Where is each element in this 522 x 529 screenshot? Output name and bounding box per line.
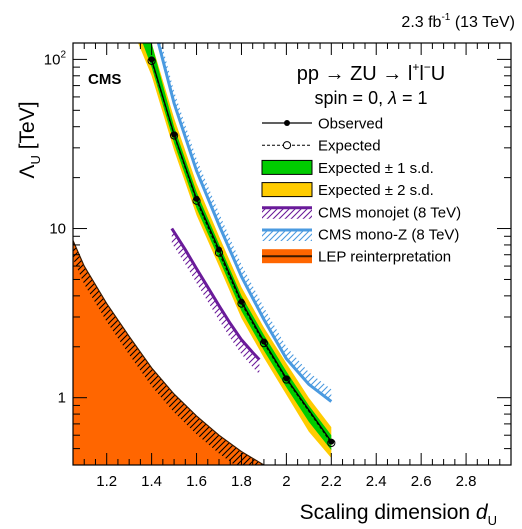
axes-layer: 1.2 1.4 1.6 1.8 2 2.2 2.4 2.6 2.8 1 10 102 [44,42,512,490]
observed-point [238,298,245,305]
legend-label: Expected ± 2 s.d. [318,182,434,199]
lep-excluded-region [73,240,264,465]
legend-label: Observed [318,116,383,133]
model-params-label: spin = 0, λ = 1 [315,88,428,108]
expected-1sd-band [142,43,332,451]
monoz-line [156,43,333,403]
legend-label: CMS mono-Z (8 TeV) [318,227,459,244]
y-tick-label: 1 [58,390,66,407]
x-tick-label: 1.8 [231,473,252,490]
experiment-label: CMS [88,71,121,88]
y-tick-label: 10 [49,221,66,238]
legend: Observed Expected Expected ± 1 s.d. Expecte… [261,116,461,266]
expected-line [151,60,332,444]
observed-point [193,195,200,202]
x-tick-label: 1.2 [96,473,117,490]
x-tick-label: 2.2 [321,473,342,490]
observed-point [328,438,335,445]
observed-point [283,375,290,382]
line-layer [73,43,336,465]
observed-point [171,131,178,138]
legend-entry-observed: Observed [262,116,383,133]
x-tick-label: 1.6 [186,473,207,490]
x-axis-label: Scaling dimension dU [300,501,497,528]
legend-label: LEP reinterpretation [318,249,451,266]
observed-point [148,56,155,63]
x-tick-label: 2.8 [456,473,477,490]
legend-label: Expected [318,138,381,155]
x-tick-label: 1.4 [141,473,162,490]
legend-entry-lep: LEP reinterpretation [262,249,451,266]
process-label: pp → ZU → l+l−U [297,60,446,85]
observed-line [150,59,332,442]
luminosity-label: 2.3 fb-1 (13 TeV) [401,12,515,31]
plot-frame [72,42,512,466]
x-tick-label: 2 [282,473,290,490]
y-tick-label: 102 [44,49,67,68]
legend-entry-monojet: CMS monojet (8 TeV) [262,204,461,221]
legend-label: CMS monojet (8 TeV) [318,204,461,221]
monojet-line [170,227,261,361]
legend-entry-monoz: CMS mono-Z (8 TeV) [262,227,459,244]
legend-label: Expected ± 1 s.d. [318,160,434,177]
y-axis-label: ΛU [TeV] [16,101,43,178]
legend-entry-expected: Expected [262,138,381,155]
observed-point [216,246,222,253]
x-tick-label: 2.6 [411,473,432,490]
legend-entry-band1: Expected ± 1 s.d. [261,159,434,177]
lep-boundary-line [73,240,265,465]
x-tick-label: 2.4 [366,473,387,490]
observed-point [260,338,267,345]
legend-entry-band2: Expected ± 2 s.d. [261,182,434,199]
